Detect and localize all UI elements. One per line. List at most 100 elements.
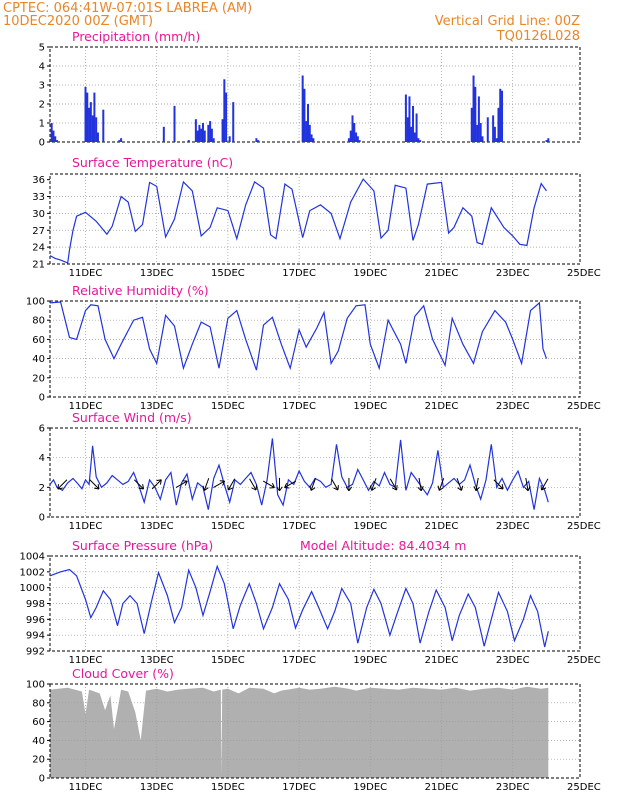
y-tick-label: 2 <box>39 100 45 111</box>
panel-frame <box>49 555 581 652</box>
y-tick-label: 60 <box>32 717 45 728</box>
precip-bar <box>415 113 418 142</box>
x-tick-label: 13DEC <box>140 655 174 666</box>
x-tick-label: 21DEC <box>425 782 459 793</box>
panel-title: Relative Humidity (%) <box>72 283 209 298</box>
wind-direction-arrow <box>133 479 144 490</box>
precip-bar <box>95 117 98 142</box>
precip-bar <box>223 79 226 142</box>
wind-arrow-shaft <box>89 479 100 490</box>
x-tick-label: 13DEC <box>140 782 174 793</box>
wind-arrow-shaft <box>371 478 377 491</box>
panel-frame <box>49 427 581 518</box>
precip-bar <box>406 117 409 142</box>
precip-bar <box>102 109 105 142</box>
precip-bar <box>225 92 228 142</box>
precip-bar <box>118 140 121 142</box>
y-tick-label: 0 <box>39 774 45 785</box>
wind-arrow-head <box>501 484 504 490</box>
precip-bar <box>486 117 489 142</box>
wind-arrow-shaft <box>249 478 257 491</box>
precip-bar <box>207 124 210 142</box>
x-tick-label: 25DEC <box>567 268 601 279</box>
wind-arrow-head <box>524 486 529 492</box>
panel-title: Precipitation (mm/h) <box>72 29 200 44</box>
wind-arrow-shaft <box>57 479 68 490</box>
x-tick-label: 15DEC <box>211 268 245 279</box>
wind-arrow-shaft <box>525 477 529 491</box>
precip-bar <box>479 123 482 142</box>
precip-bar <box>307 104 309 142</box>
wind-direction-arrow <box>540 478 549 491</box>
x-tick-label: 11DEC <box>69 655 103 666</box>
y-tick-label: 1000 <box>20 583 45 594</box>
precip-bar <box>56 140 59 142</box>
y-tick-label: 80 <box>32 316 45 327</box>
precip-bar <box>209 121 212 142</box>
x-tick-label: 13DEC <box>140 268 174 279</box>
precip-bar <box>493 126 496 142</box>
wind-arrow-head <box>369 485 373 491</box>
wind-arrow-head <box>333 487 339 491</box>
y-tick-label: 40 <box>32 354 45 365</box>
wind-arrow-head <box>57 484 60 490</box>
wind-arrow-head <box>57 487 63 490</box>
precip-bar <box>356 136 359 142</box>
y-tick-label: 0 <box>39 138 45 149</box>
wind-direction-arrow <box>369 478 377 491</box>
wind-arrow-head <box>202 485 205 491</box>
precip-bar <box>86 92 89 142</box>
wind-arrow-shaft <box>541 478 549 491</box>
x-tick-label: 23DEC <box>496 401 530 412</box>
precip-bar <box>547 138 550 142</box>
wind-arrow-head <box>227 487 233 491</box>
precip-bar <box>255 138 258 142</box>
x-tick-label: 17DEC <box>282 655 316 666</box>
x-tick-label: 19DEC <box>353 401 387 412</box>
y-tick-label: 0 <box>39 513 45 524</box>
wind-arrow-shaft <box>310 478 317 491</box>
wind-arrow-head <box>437 485 440 491</box>
y-tick-label: 24 <box>32 243 45 254</box>
y-tick-label: 27 <box>32 226 45 237</box>
precip-bar <box>210 128 213 142</box>
precip-bar <box>54 136 57 142</box>
x-tick-label: 25DEC <box>567 655 601 666</box>
wind-arrow-shaft <box>213 480 225 489</box>
x-tick-label: 15DEC <box>211 782 245 793</box>
wind-arrow-head <box>420 486 424 491</box>
x-tick-label: 19DEC <box>353 268 387 279</box>
precip-bar <box>212 138 215 142</box>
y-tick-label: 80 <box>32 698 45 709</box>
wind-arrow-shaft <box>475 477 479 491</box>
precip-bar <box>349 130 352 142</box>
precip-bar <box>410 126 413 142</box>
panel-title: Surface Wind (m/s) <box>72 410 192 425</box>
x-tick-label: 23DEC <box>496 655 530 666</box>
panel-precip: 0 1 2 3 4 5 Precipitation (mm/h) <box>39 29 581 149</box>
precip-bar <box>358 140 361 142</box>
wind-arrow-head <box>276 486 280 492</box>
wind-arrow-shaft <box>389 478 398 491</box>
x-tick-label: 19DEC <box>353 782 387 793</box>
panel-frame <box>49 173 581 265</box>
precip-bar <box>228 136 231 142</box>
wind-arrow-shaft <box>493 479 504 490</box>
precip-bar <box>351 115 354 142</box>
wind-arrow-head <box>94 487 100 490</box>
precip-bar <box>93 92 96 142</box>
header-grid-note: Vertical Grid Line: 00Z <box>435 14 580 29</box>
wind-direction-arrow <box>437 478 445 491</box>
precip-bar <box>501 90 504 142</box>
wind-arrow-head <box>392 487 397 491</box>
wind-arrow-head <box>541 487 547 491</box>
x-tick-label: 15DEC <box>211 401 245 412</box>
wind-arrow-head <box>156 479 162 482</box>
wind-direction-arrow <box>213 480 226 489</box>
wind-arrow-shaft <box>438 478 445 491</box>
precip-bar <box>353 123 356 142</box>
precip-bar <box>474 86 477 142</box>
precip-bar <box>89 102 92 142</box>
precip-bar <box>495 138 498 142</box>
